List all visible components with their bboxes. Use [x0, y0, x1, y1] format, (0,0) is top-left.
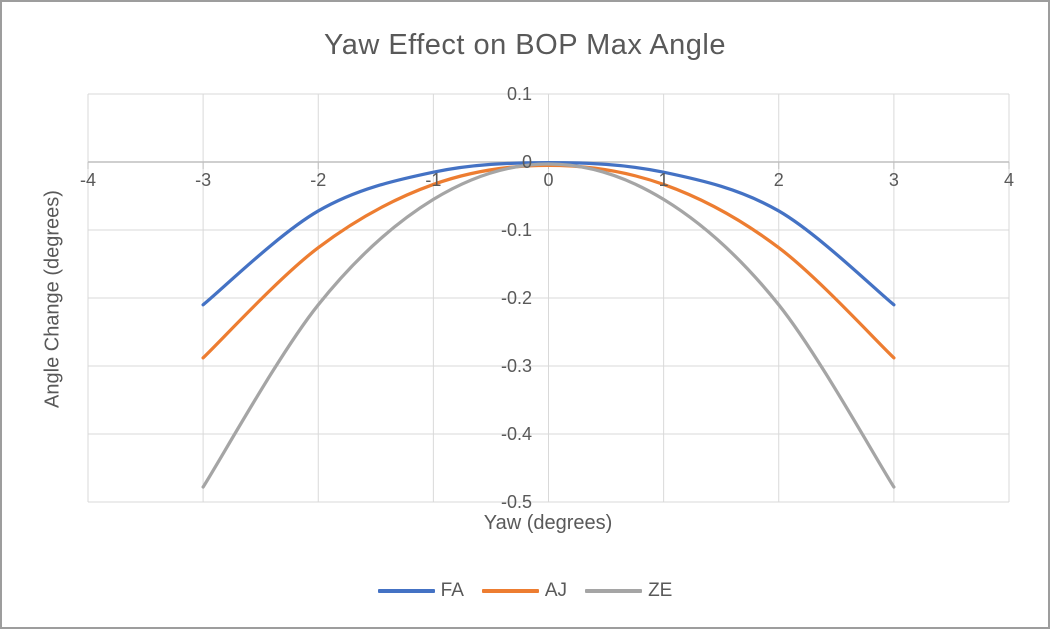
legend: FA AJ ZE: [2, 580, 1048, 602]
legend-item-fa: FA: [377, 580, 464, 602]
y-tick-label: 0.1: [507, 84, 532, 104]
y-tick-label: -0.3: [501, 356, 532, 376]
legend-item-aj: AJ: [481, 580, 568, 602]
x-tick-label: -3: [195, 170, 211, 190]
chart-title: Yaw Effect on BOP Max Angle: [324, 29, 726, 61]
y-tick-label: -0.5: [501, 492, 532, 512]
x-tick-label: 2: [774, 170, 784, 190]
legend-label-aj: AJ: [544, 580, 568, 601]
x-axis-title: Yaw (degrees): [483, 512, 613, 534]
y-tick-label: -0.2: [501, 288, 532, 308]
x-tick-label: 3: [889, 170, 899, 190]
x-tick-label: 1: [659, 170, 669, 190]
x-tick-label: 0: [543, 170, 553, 190]
x-tick-label: -1: [425, 170, 441, 190]
series-line-ze: [201, 162, 896, 489]
x-tick-label: -4: [80, 170, 96, 190]
legend-label-fa: FA: [440, 580, 464, 601]
legend-line-swatch-ze: [585, 589, 643, 593]
x-tick-label: -2: [310, 170, 326, 190]
y-tick-label: -0.1: [501, 220, 532, 240]
legend-line-swatch-aj: [481, 589, 539, 593]
legend-item-ze: ZE: [585, 580, 672, 602]
legend-line-swatch-fa: [377, 589, 435, 593]
legend-label-ze: ZE: [648, 580, 673, 601]
y-tick-label: -0.4: [501, 424, 532, 444]
y-tick-label: 0: [522, 152, 532, 172]
y-axis-title: Angle Change (degrees): [41, 190, 64, 408]
x-tick-label: 4: [1004, 170, 1014, 190]
